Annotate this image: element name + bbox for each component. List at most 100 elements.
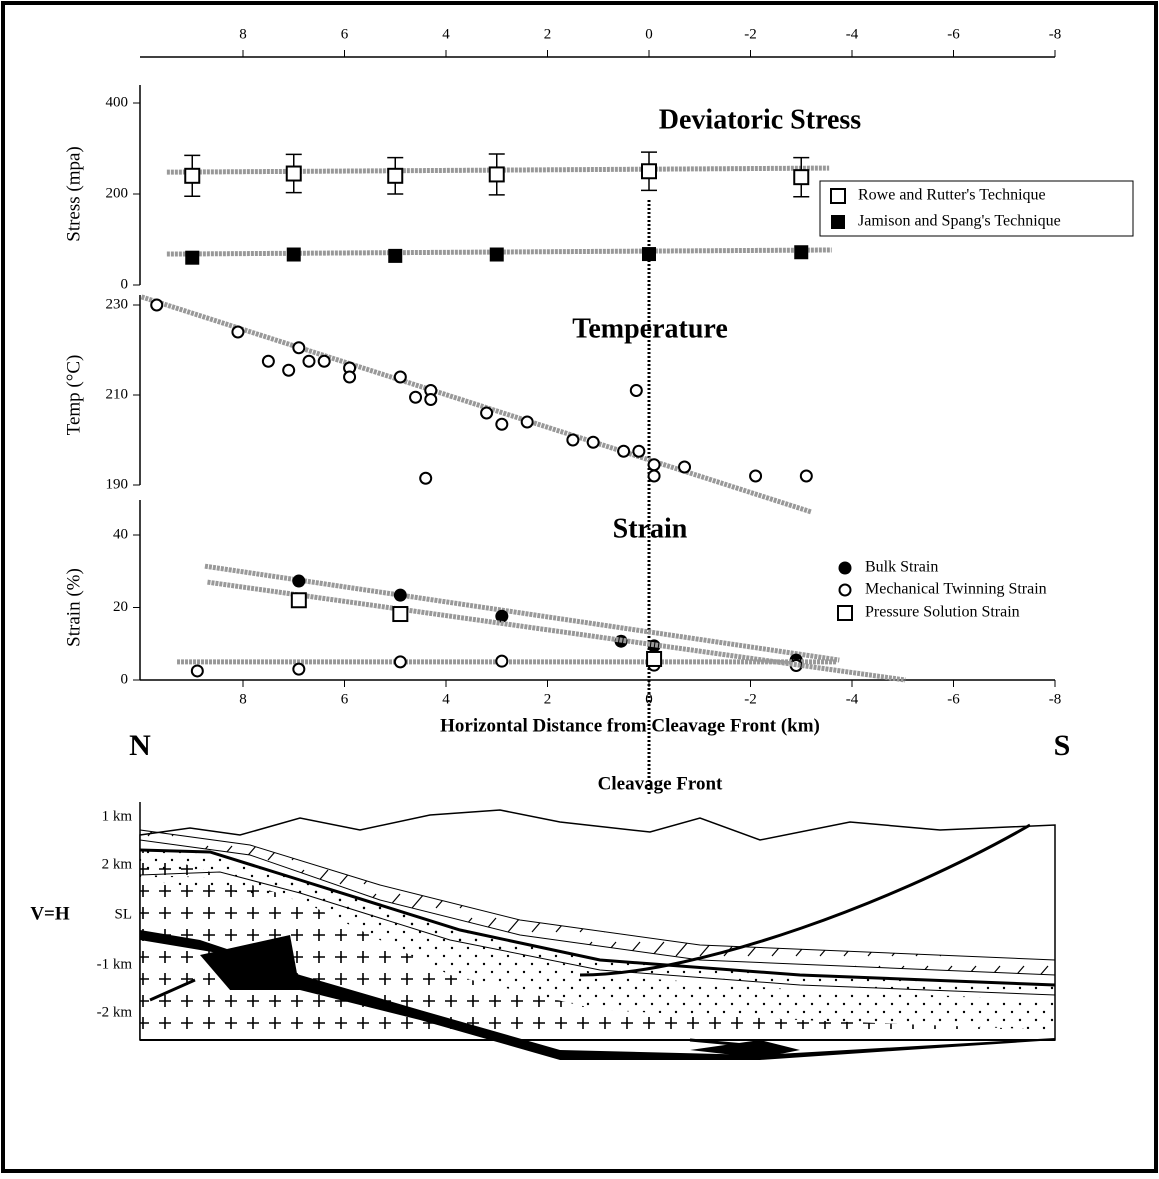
marker <box>647 639 661 653</box>
legend-label: Mechanical Twinning Strain <box>865 581 1047 598</box>
marker <box>617 444 631 458</box>
x-tick-label: 2 <box>544 26 552 42</box>
marker <box>495 654 509 668</box>
marker <box>388 248 403 263</box>
chart-title: Strain <box>613 513 688 544</box>
marker <box>495 417 509 431</box>
marker <box>392 606 409 623</box>
legend-marker <box>837 605 853 621</box>
north-label: N <box>129 729 151 762</box>
marker <box>393 588 407 602</box>
marker <box>749 469 763 483</box>
legend-box <box>819 180 1134 237</box>
marker <box>286 247 301 262</box>
marker <box>480 406 494 420</box>
marker <box>799 469 813 483</box>
x-tick-label: 8 <box>239 26 247 42</box>
marker <box>231 325 245 339</box>
marker <box>184 167 201 184</box>
depth-label: -2 km <box>97 1004 133 1020</box>
marker <box>495 609 509 623</box>
marker <box>292 574 306 588</box>
marker <box>793 169 810 186</box>
marker <box>409 390 423 404</box>
marker <box>424 393 438 406</box>
marker <box>794 245 809 260</box>
marker <box>387 167 404 184</box>
trend-line <box>204 563 840 663</box>
marker <box>586 435 600 449</box>
marker <box>393 370 407 384</box>
x-tick-label: 0 <box>645 691 653 707</box>
marker <box>302 354 316 368</box>
y-tick-label: 0 <box>121 276 129 292</box>
chart-title: Temperature <box>572 313 728 344</box>
x-tick-label: 8 <box>239 691 247 707</box>
marker <box>261 354 275 368</box>
legend-marker <box>830 188 846 204</box>
marker <box>632 444 646 458</box>
depth-label: 2 km <box>102 856 133 872</box>
marker <box>292 341 306 355</box>
marker <box>419 471 433 485</box>
legend-label: Rowe and Rutter's Technique <box>858 187 1046 204</box>
marker <box>285 165 302 182</box>
legend-label: Jamison and Spang's Technique <box>858 213 1061 230</box>
legend-marker <box>831 215 845 229</box>
y-axis-label: Temp (°C) <box>63 355 84 436</box>
cross-section <box>139 802 1056 1060</box>
x-tick-label: -8 <box>1049 691 1062 707</box>
marker <box>646 650 663 667</box>
trend-line <box>140 294 813 515</box>
x-tick-label: -4 <box>846 26 859 42</box>
marker <box>641 163 657 180</box>
x-tick-label: -4 <box>846 691 859 707</box>
x-tick-label: -2 <box>744 26 757 42</box>
y-tick-label: 400 <box>106 94 129 110</box>
marker <box>150 298 164 312</box>
y-tick-label: 40 <box>113 526 128 542</box>
marker <box>343 370 357 384</box>
y-tick-label: 0 <box>121 671 129 687</box>
y-tick-label: 190 <box>106 476 129 492</box>
marker <box>393 655 407 669</box>
y-tick-label: 210 <box>106 386 129 402</box>
south-label: S <box>1054 729 1071 762</box>
y-tick-label: 20 <box>113 599 128 615</box>
x-tick-label: 2 <box>544 691 552 707</box>
marker <box>317 354 331 368</box>
marker <box>185 250 200 265</box>
depth-label: -1 km <box>97 956 133 972</box>
marker <box>190 664 204 678</box>
y-axis-label: Stress (mpa) <box>63 146 84 242</box>
marker <box>642 247 656 262</box>
x-axis-label: Horizontal Distance from Cleavage Front … <box>440 715 820 736</box>
marker <box>647 469 661 483</box>
marker <box>520 415 534 429</box>
marker <box>647 458 661 472</box>
cleavage-front-label: Cleavage Front <box>598 773 723 794</box>
marker <box>678 460 692 474</box>
x-tick-label: -6 <box>947 691 960 707</box>
scale-note: V=H <box>30 903 70 924</box>
trend-line <box>207 579 906 683</box>
legend-label: Pressure Solution Strain <box>865 604 1020 621</box>
x-tick-label: 6 <box>341 26 349 42</box>
marker <box>629 384 643 397</box>
y-axis-label: Strain (%) <box>63 568 84 647</box>
x-tick-label: 0 <box>645 26 653 42</box>
depth-label: 1 km <box>102 808 133 824</box>
x-tick-label: 4 <box>442 26 450 42</box>
x-tick-label: -8 <box>1049 26 1062 42</box>
legend-marker <box>838 561 852 575</box>
marker <box>566 433 580 447</box>
x-tick-label: -2 <box>744 691 757 707</box>
x-tick-label: 4 <box>442 691 450 707</box>
y-tick-label: 230 <box>106 296 129 312</box>
legend-marker <box>838 583 852 597</box>
marker <box>292 662 306 676</box>
chart-title: Deviatoric Stress <box>659 104 862 135</box>
x-tick-label: 6 <box>341 691 349 707</box>
